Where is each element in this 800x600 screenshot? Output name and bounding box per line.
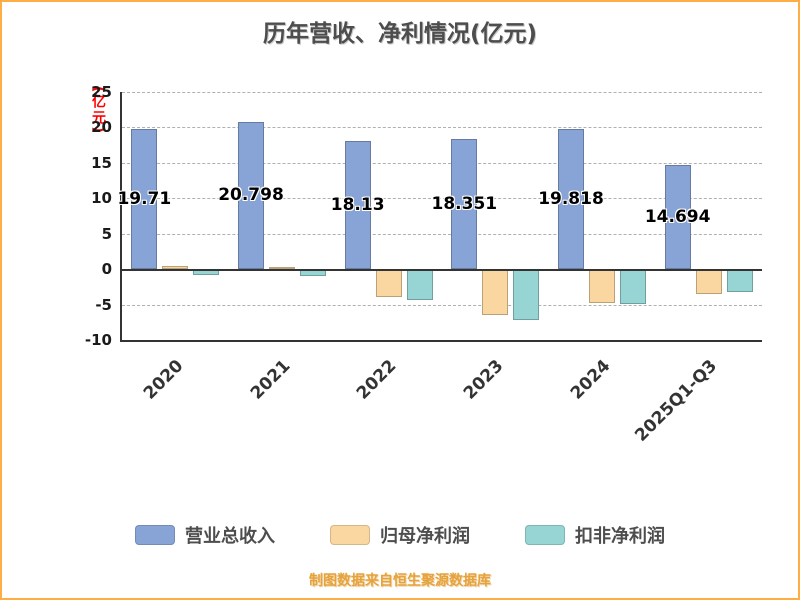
x-tick-label-2025Q1-Q3: 2025Q1-Q3 (631, 356, 721, 446)
legend-item-net-profit: 归母净利润 (330, 522, 470, 548)
legend-item-revenue: 营业总收入 (135, 522, 275, 548)
bar-net-profit-2021 (269, 266, 295, 270)
x-tick-label-2024: 2024 (566, 356, 615, 404)
legend-swatch-revenue-icon (135, 525, 175, 545)
bar-revenue-2022 (344, 140, 371, 270)
value-label-2022: 18.13 (330, 194, 385, 215)
legend-label-revenue: 营业总收入 (185, 526, 275, 547)
y-axis-tick-labels: 25 20 15 10 5 0 -5 -10 (58, 83, 112, 349)
x-tick-label-2023: 2023 (459, 356, 508, 404)
legend: 营业总收入 归母净利润 扣非净利润 (2, 522, 798, 548)
value-label-2020: 19.71 (117, 189, 172, 210)
bar-revenue-2024 (558, 128, 584, 270)
bar-net-profit-2020 (162, 265, 189, 270)
bar-deducted-net-profit-2025Q1-Q3 (726, 269, 753, 292)
legend-label-deducted-net-profit: 扣非净利润 (575, 526, 665, 547)
bar-deducted-net-profit-2023 (513, 269, 540, 321)
y-tick-label: -5 (95, 295, 112, 314)
bar-revenue-2023 (451, 139, 478, 270)
gridline (122, 198, 762, 200)
y-tick-label: 10 (91, 189, 112, 208)
data-source-note: 制图数据来自恒生聚源数据库 (309, 573, 491, 589)
value-label-2024: 19.818 (538, 188, 604, 209)
x-tick-label-2021: 2021 (246, 356, 295, 404)
zero-axis-line (122, 269, 762, 272)
bar-net-profit-2024 (589, 269, 615, 304)
y-tick-label: -10 (84, 331, 112, 349)
bar-revenue-2025Q1-Q3 (664, 165, 691, 270)
gridline (122, 92, 762, 93)
y-tick-label: 20 (91, 118, 112, 137)
bar-revenue-2020 (131, 129, 158, 270)
gridline (122, 162, 762, 164)
gridline (122, 304, 762, 306)
bar-net-profit-2025Q1-Q3 (695, 269, 722, 294)
chart-title: 历年营收、净利情况(亿元) (262, 21, 538, 47)
gridline (122, 233, 762, 235)
bar-net-profit-2023 (482, 269, 509, 316)
bar-deducted-net-profit-2022 (406, 269, 433, 301)
value-label-2023: 18.351 (431, 194, 498, 215)
x-tick-label-2022: 2022 (353, 356, 401, 404)
y-tick-label: 5 (101, 224, 112, 243)
y-tick-label: 0 (101, 260, 112, 279)
x-tick-label-2020: 2020 (139, 356, 188, 404)
gridline (122, 127, 762, 129)
value-label-2025Q1-Q3: 14.694 (644, 207, 711, 228)
bar-net-profit-2022 (375, 269, 402, 297)
y-axis-title: (亿元) (90, 86, 106, 135)
y-tick-label: 25 (91, 83, 112, 101)
plot-area: 19.71 20.798 18.13 18.351 19.818 14.694 (117, 92, 762, 342)
value-label-2021: 20.798 (218, 185, 284, 206)
y-tick-label: 15 (91, 153, 112, 172)
legend-swatch-net-profit-icon (330, 525, 370, 545)
bar-revenue-2021 (238, 121, 264, 270)
legend-swatch-deducted-net-profit-icon (525, 525, 565, 545)
x-axis-tick-labels: 2020 2021 2022 2023 2024 2025Q1-Q3 (120, 342, 760, 472)
legend-item-deducted-net-profit: 扣非净利润 (525, 522, 665, 548)
legend-label-net-profit: 归母净利润 (380, 526, 470, 547)
bar-deducted-net-profit-2024 (620, 269, 646, 304)
